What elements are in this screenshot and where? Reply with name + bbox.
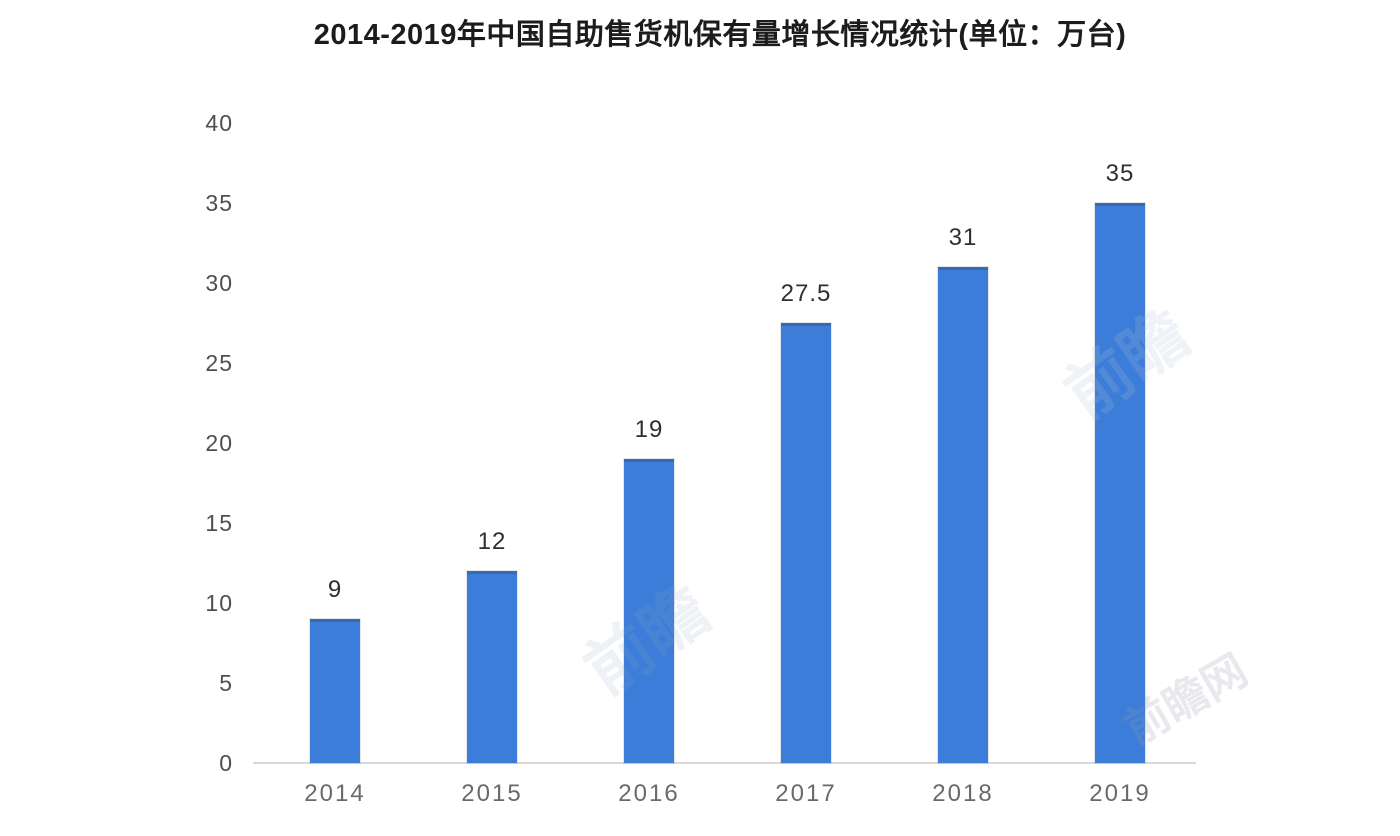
y-axis-tick-label: 25 <box>205 350 233 376</box>
x-axis-tick-label: 2017 <box>775 780 837 807</box>
bar-2016 <box>624 459 674 763</box>
x-axis-line <box>253 762 1196 764</box>
bar-2019 <box>1095 203 1145 763</box>
x-axis-tick-label: 2018 <box>932 780 994 807</box>
y-axis-tick-label: 35 <box>205 190 233 216</box>
bar-value-label: 35 <box>1105 160 1135 187</box>
y-axis-tick-label: 0 <box>219 750 233 776</box>
bar-value-label: 19 <box>634 416 664 443</box>
y-axis-tick-label: 40 <box>205 110 233 136</box>
x-axis-tick-label: 2016 <box>618 780 680 807</box>
x-axis-tick-label: 2015 <box>461 780 523 807</box>
x-axis-tick-label: 2019 <box>1089 780 1151 807</box>
y-axis-tick-label: 15 <box>205 510 233 536</box>
bar-value-label: 27.5 <box>780 280 832 307</box>
y-axis-tick-label: 20 <box>205 430 233 456</box>
bar-value-label: 9 <box>327 576 343 603</box>
y-axis-tick-label: 10 <box>205 590 233 616</box>
bar-value-label: 31 <box>948 224 978 251</box>
chart-title: 2014-2019年中国自助售货机保有量增长情况统计(单位：万台) <box>313 19 1127 51</box>
bar-2015 <box>467 571 517 763</box>
y-axis-tick-label: 30 <box>205 270 233 296</box>
bar-2017 <box>781 323 831 763</box>
x-axis-tick-label: 2014 <box>304 780 366 807</box>
bar-value-label: 12 <box>477 528 507 555</box>
y-axis-tick-label: 5 <box>219 670 233 696</box>
bar-2018 <box>938 267 988 763</box>
bar-2014 <box>310 619 360 763</box>
